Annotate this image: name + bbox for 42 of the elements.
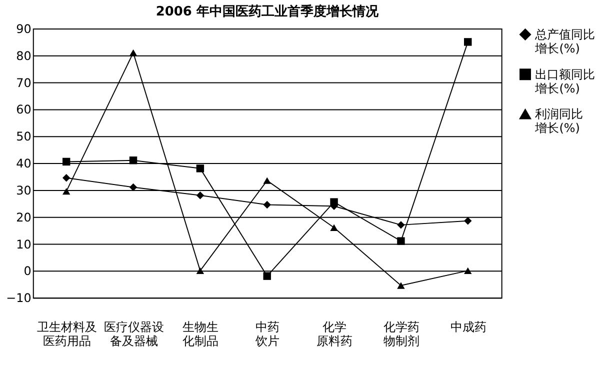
y-tick-label: −10 bbox=[6, 291, 32, 306]
chart-title: 2006 年中国医药工业首季度增长情况 bbox=[156, 4, 380, 20]
point bbox=[62, 158, 70, 166]
point bbox=[330, 198, 338, 206]
point bbox=[129, 156, 138, 164]
y-tick-label: 70 bbox=[16, 76, 32, 90]
point bbox=[62, 174, 70, 182]
point bbox=[196, 191, 204, 200]
point bbox=[196, 267, 204, 274]
y-tick-label: 40 bbox=[16, 156, 32, 171]
x-tick-label: 医疗仪器设备及器械 bbox=[104, 320, 164, 348]
x-tick-label: 化学原料药 bbox=[316, 320, 353, 348]
y-tick-label: 30 bbox=[16, 183, 32, 198]
y-tick-label: 90 bbox=[16, 22, 32, 36]
x-tick-label: 生物生化制品 bbox=[182, 320, 219, 348]
y-tick-label: 80 bbox=[16, 48, 32, 63]
y-tick-label: 50 bbox=[16, 130, 32, 144]
point bbox=[129, 49, 138, 56]
x-tick-label: 化学药物制剂 bbox=[383, 320, 420, 348]
legend-label: 出口额同比增长(%) bbox=[534, 67, 596, 96]
point bbox=[464, 38, 472, 46]
y-tick-label: 60 bbox=[16, 102, 32, 117]
point bbox=[263, 200, 271, 209]
point bbox=[62, 188, 70, 195]
point bbox=[196, 164, 204, 172]
y-tick-label: 10 bbox=[16, 237, 32, 252]
point bbox=[330, 224, 338, 231]
legend-label: 利润同比增长(%) bbox=[534, 107, 584, 136]
y-tick-label: 0 bbox=[24, 264, 32, 278]
y-tick-label: 20 bbox=[16, 210, 32, 224]
point bbox=[464, 217, 472, 225]
x-tick-label: 卫生材料及医药用品 bbox=[36, 320, 97, 348]
point bbox=[464, 267, 472, 274]
point bbox=[397, 237, 405, 245]
x-tick-label: 中成药 bbox=[450, 320, 486, 334]
point bbox=[129, 183, 138, 192]
point bbox=[263, 272, 271, 280]
legend-label: 总产值同比增长(%) bbox=[534, 27, 596, 56]
x-tick-label: 中药饮片 bbox=[254, 320, 280, 348]
point bbox=[397, 221, 405, 229]
point bbox=[263, 177, 271, 184]
point bbox=[397, 282, 405, 289]
